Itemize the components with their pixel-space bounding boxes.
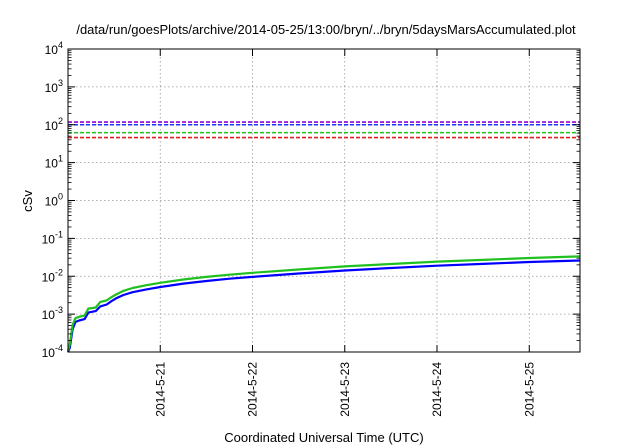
y-axis-label: cSv (20, 190, 35, 212)
reference-lines (68, 121, 580, 139)
x-tick-labels: 2014-5-21 2014-5-22 2014-5-23 2014-5-24 2014… (153, 362, 536, 417)
y-tick-label: 100 (45, 192, 63, 209)
x-tick-label: 2014-5-24 (430, 362, 444, 417)
y-tick-label: 10-3 (42, 305, 63, 322)
y-tick-label: 101 (45, 154, 63, 171)
x-tick-label: 2014-5-22 (246, 362, 260, 417)
x-tick-label: 2014-5-21 (153, 362, 167, 417)
x-axis-label: Coordinated Universal Time (UTC) (224, 430, 423, 445)
y-tick-label: 104 (45, 40, 63, 57)
y-tick-label: 10-4 (42, 343, 63, 360)
chart-title: /data/run/goesPlots/archive/2014-05-25/1… (76, 22, 576, 37)
x-tick-label: 2014-5-25 (522, 362, 536, 417)
series-line (66, 255, 581, 351)
grid (68, 49, 580, 352)
ticks (68, 48, 580, 353)
y-tick-label: 10-2 (42, 267, 63, 284)
x-tick-label: 2014-5-23 (338, 362, 352, 417)
y-tick-label: 10-1 (42, 229, 63, 246)
y-tick-label: 102 (45, 116, 63, 133)
y-tick-label: 103 (45, 78, 63, 95)
series-lines (66, 255, 581, 353)
series-line (66, 259, 581, 353)
y-tick-labels: 10-4 10-3 10-2 10-1 100 101 102 103 104 (42, 40, 63, 360)
